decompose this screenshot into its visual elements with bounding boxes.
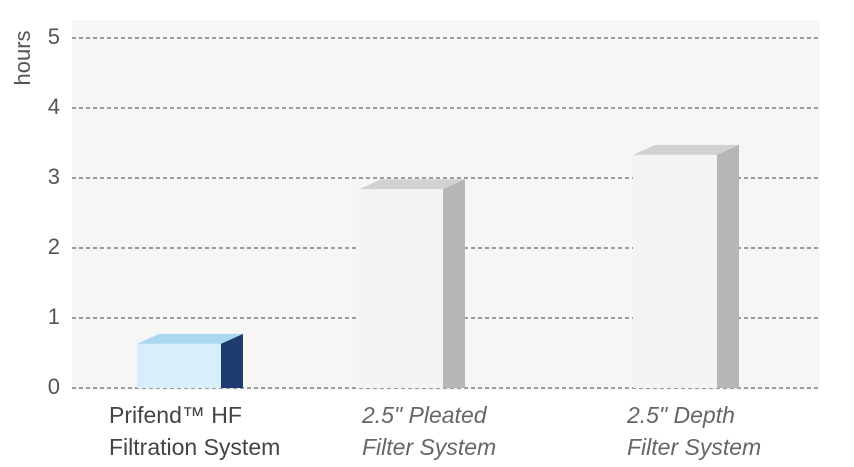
x-tick-label: Filter System [362, 434, 496, 460]
y-tick-label: 0 [48, 374, 60, 399]
x-tick-label: Prifend™ HF [109, 402, 242, 428]
bar-side [443, 179, 465, 388]
y-axis-label: hours [10, 30, 35, 85]
bar [137, 343, 221, 388]
x-tick-label: 2.5" Depth [626, 402, 735, 428]
x-tick-label: 2.5" Pleated [361, 402, 488, 428]
bar-top [359, 179, 465, 190]
bar [633, 154, 717, 388]
y-tick-label: 3 [48, 164, 60, 189]
bar-side [717, 144, 739, 388]
y-tick-label: 1 [48, 304, 60, 329]
bar-side [221, 333, 243, 388]
x-tick-label: Filtration System [109, 434, 280, 460]
y-tick-label: 5 [48, 24, 60, 49]
y-tick-label: 2 [48, 234, 60, 259]
bar-top [633, 144, 739, 155]
bar [359, 189, 443, 388]
y-tick-label: 4 [48, 94, 60, 119]
x-tick-label: Filter System [627, 434, 761, 460]
bar-top [137, 333, 243, 344]
